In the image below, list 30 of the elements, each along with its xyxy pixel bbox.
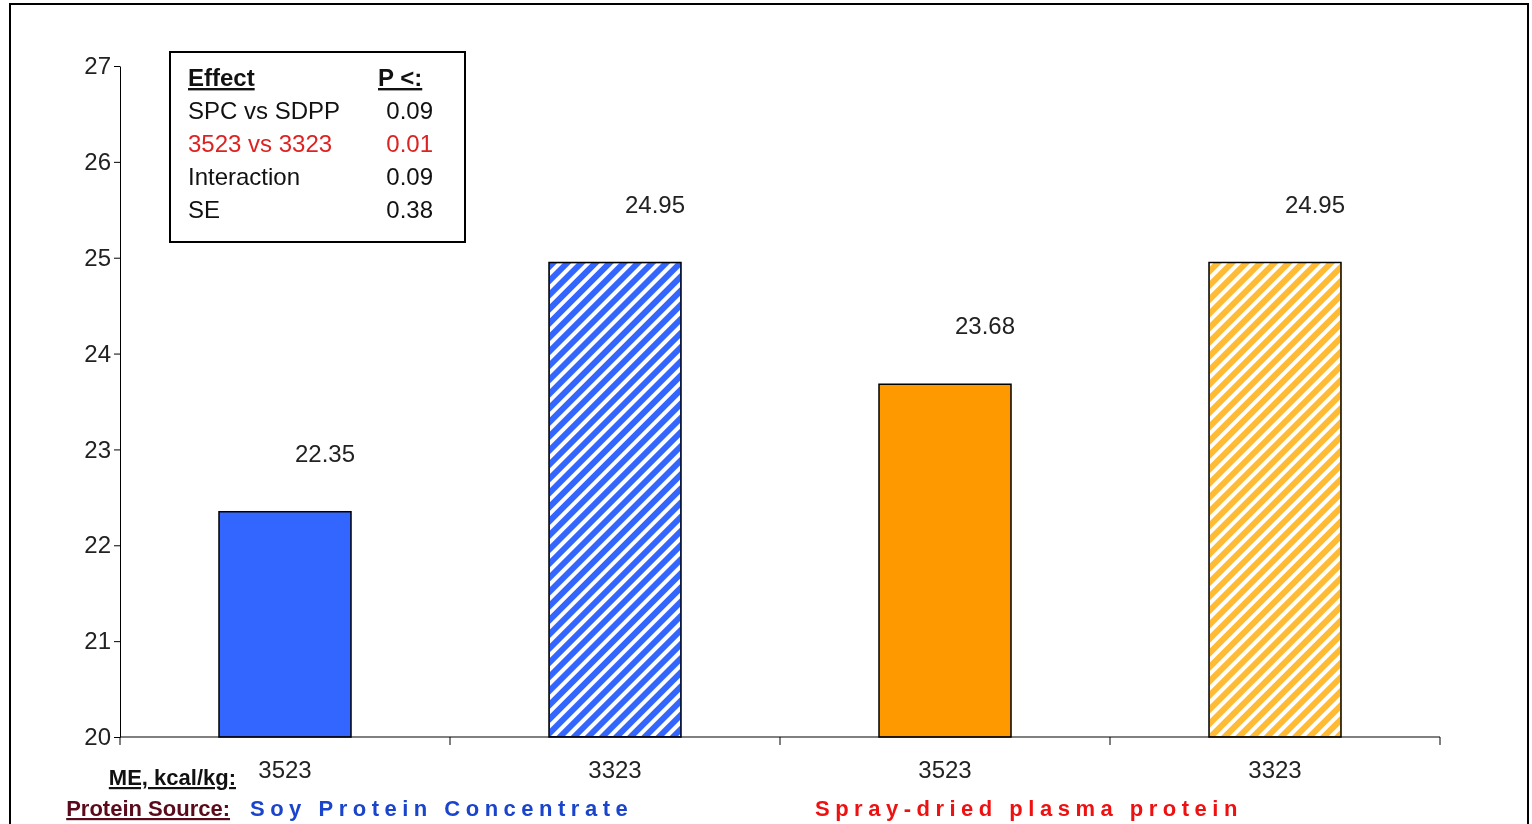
- y-tick-label: 24: [84, 339, 111, 367]
- annotation: 0.09: [386, 163, 433, 190]
- y-tick-label: 22: [84, 531, 111, 559]
- y-tick-label: 23: [84, 435, 111, 463]
- data-label: 23.68: [954, 312, 1016, 340]
- data-label: 24.95: [624, 190, 686, 218]
- x-tick-label: 3323: [588, 756, 642, 784]
- y-tick-label: 21: [84, 627, 111, 655]
- data-label: 24.95: [1284, 190, 1346, 218]
- annotation: SE: [188, 196, 221, 223]
- y-tick-label: 27: [84, 52, 111, 80]
- x-axis-title: ME, kcal/kg:: [108, 765, 236, 790]
- annotation: 0.01: [386, 130, 433, 157]
- annotation: 0.09: [386, 97, 433, 124]
- y-tick-label: 20: [84, 723, 111, 751]
- annotation: SPC vs SDPP: [188, 97, 341, 124]
- annotation: 3523 vs 3323: [188, 130, 333, 157]
- x-tick-label: 3323: [1248, 756, 1302, 784]
- annotation: Effect: [188, 64, 255, 91]
- y-tick-label: 25: [84, 243, 111, 271]
- x-tick-label: 3523: [258, 756, 312, 784]
- annotation: Interaction: [188, 163, 301, 190]
- annotation: 0.38: [386, 196, 433, 223]
- text: Soy Protein Concentrate: [250, 796, 634, 821]
- annotation: P <:: [378, 64, 423, 91]
- data-label: 22.35: [294, 439, 356, 467]
- text: Protein Source:: [66, 796, 230, 821]
- x-tick-label: 3523: [918, 756, 972, 784]
- text: Spray-dried plasma protein: [815, 796, 1243, 821]
- y-tick-label: 26: [84, 148, 111, 176]
